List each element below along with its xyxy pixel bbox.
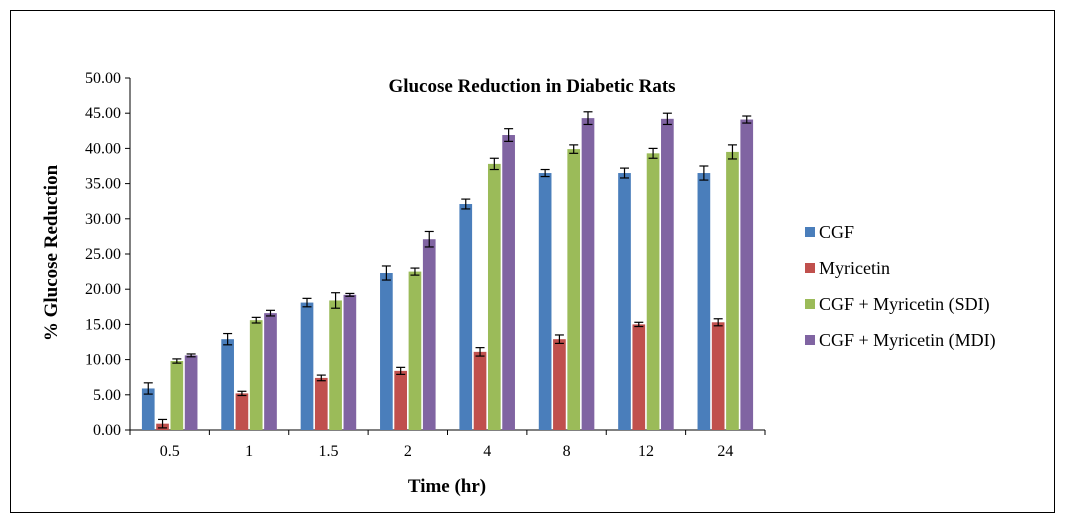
bar xyxy=(740,119,754,430)
y-tick-label: 40.00 xyxy=(85,140,121,157)
x-tick-label: 1 xyxy=(245,443,253,460)
legend-label: CGF + Myricetin (SDI) xyxy=(819,294,990,315)
bar xyxy=(502,135,515,431)
legend-label: CGF + Myricetin (MDI) xyxy=(819,330,996,351)
y-tick-label: 50.00 xyxy=(85,70,121,87)
bar xyxy=(618,173,631,431)
x-tick-label: 0.5 xyxy=(160,443,180,460)
bar xyxy=(711,322,725,430)
x-axis-title: Time (hr) xyxy=(408,476,486,497)
bar xyxy=(567,149,581,430)
x-tick-label: 12 xyxy=(638,443,654,460)
x-tick-label: 8 xyxy=(563,443,571,460)
y-axis-title: % Glucose Reduction xyxy=(41,164,62,341)
bar xyxy=(394,370,408,430)
bar xyxy=(221,339,234,430)
x-tick-label: 4 xyxy=(483,443,491,460)
bar xyxy=(697,173,711,431)
bar xyxy=(264,313,277,430)
bar xyxy=(553,339,566,430)
y-tick-label: 20.00 xyxy=(85,281,121,298)
y-tick-label: 45.00 xyxy=(85,105,121,122)
bar xyxy=(170,361,184,430)
legend-swatch xyxy=(805,263,815,273)
legend-swatch xyxy=(805,299,815,309)
bar xyxy=(380,273,393,430)
y-tick-label: 5.00 xyxy=(93,387,121,404)
y-tick-label: 30.00 xyxy=(85,211,121,228)
bar xyxy=(408,271,422,430)
legend-swatch xyxy=(805,227,815,237)
bar xyxy=(329,300,342,430)
bar xyxy=(473,351,487,430)
bar xyxy=(343,294,357,430)
y-tick-label: 35.00 xyxy=(85,176,121,193)
bar xyxy=(235,393,249,430)
y-tick-label: 10.00 xyxy=(85,352,121,369)
bar xyxy=(726,151,739,431)
chart-title: Glucose Reduction in Diabetic Rats xyxy=(388,76,675,97)
legend-label: Myricetin xyxy=(819,258,890,278)
bar xyxy=(459,204,473,430)
bar xyxy=(661,118,674,430)
bar xyxy=(184,355,198,430)
bar xyxy=(581,118,595,431)
legend-label: CGF xyxy=(819,222,854,242)
y-tick-label: 0.00 xyxy=(93,422,121,439)
bars-group xyxy=(141,111,754,431)
y-tick-label: 15.00 xyxy=(85,316,121,333)
bar xyxy=(646,153,660,430)
bar xyxy=(300,302,314,430)
x-tick-label: 1.5 xyxy=(318,443,338,460)
x-tick-label: 24 xyxy=(717,443,733,460)
bar xyxy=(487,163,501,430)
x-tick-label: 2 xyxy=(404,443,412,460)
bar xyxy=(141,388,155,430)
bar xyxy=(538,173,552,431)
chart-frame xyxy=(10,10,1055,513)
bar xyxy=(314,377,328,430)
legend: CGF Myricetin CGF + Myricetin (SDI) CGF + M… xyxy=(805,222,996,351)
bar xyxy=(249,320,263,430)
legend-swatch xyxy=(805,335,815,345)
y-tick-label: 25.00 xyxy=(85,246,121,263)
bar xyxy=(422,239,436,430)
bar xyxy=(632,324,646,430)
